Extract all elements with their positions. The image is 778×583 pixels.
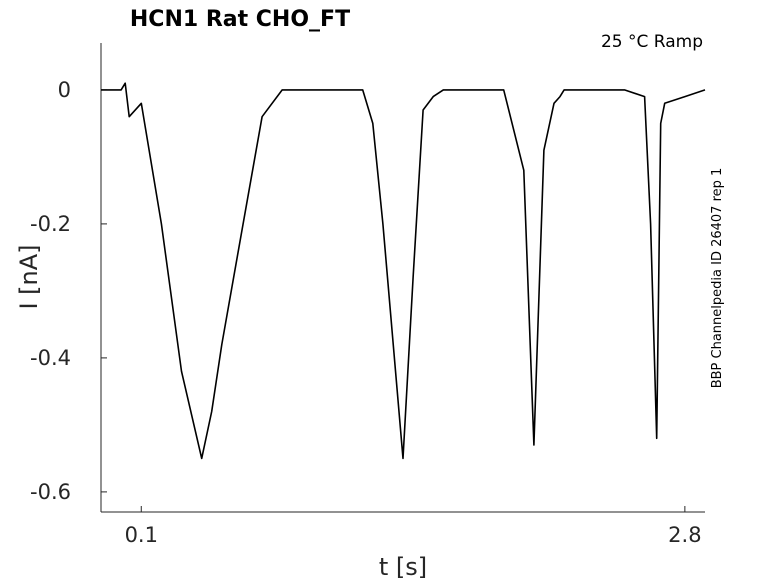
- y-tick-label: -0.6: [30, 480, 71, 504]
- condition-annotation: 25 °C Ramp: [601, 32, 703, 52]
- y-tick-label: -0.2: [30, 212, 71, 236]
- x-axis-label: t [s]: [379, 553, 427, 581]
- chart-title: HCN1 Rat CHO_FT: [130, 7, 350, 32]
- y-tick-label: 0: [58, 78, 71, 102]
- x-tick-label: 2.8: [668, 523, 701, 547]
- current-trace-series: [101, 82, 706, 460]
- y-axis-label: I [nA]: [15, 244, 43, 309]
- x-tick-label: 0.1: [125, 523, 158, 547]
- y-axis-ticks: 0 -0.2 -0.4 -0.6: [30, 78, 107, 504]
- x-axis-ticks: 0.1 2.8: [125, 506, 702, 547]
- y-tick-label: -0.4: [30, 346, 71, 370]
- side-source-label: BBP Channelpedia ID 26407 rep 1: [710, 168, 725, 389]
